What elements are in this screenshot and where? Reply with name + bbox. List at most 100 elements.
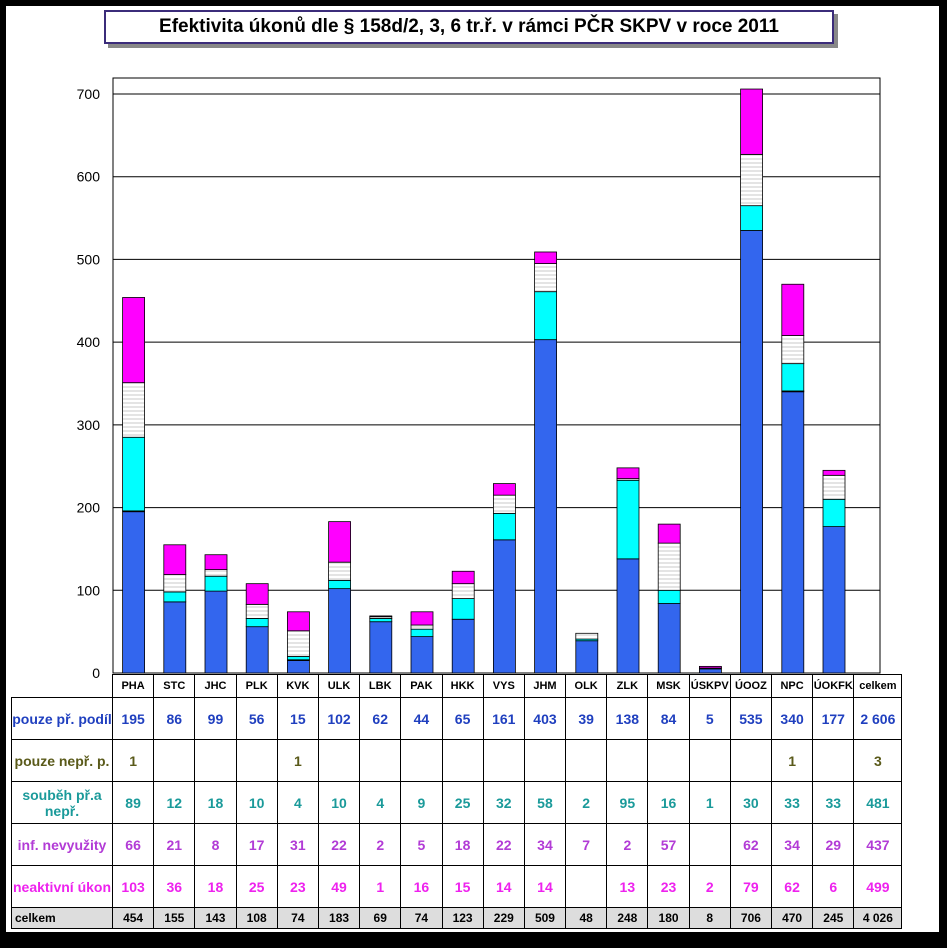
- table-value: 138: [606, 697, 649, 740]
- table-value: 25: [441, 781, 484, 824]
- category-label: JHC: [194, 674, 237, 698]
- table-value: 13: [606, 865, 649, 908]
- category-label: PHA: [111, 674, 155, 698]
- table-value: 16: [400, 865, 443, 908]
- table-row-total: 2 606: [853, 697, 903, 740]
- table-value: 34: [770, 823, 814, 866]
- bar-segment-JHM-series-4: [534, 251, 557, 264]
- table-value: 2: [565, 781, 608, 824]
- category-label: MSK: [647, 674, 690, 698]
- bar-segment-VYS-series-3: [492, 494, 516, 514]
- bar-segment-PAK-series-2: [410, 628, 434, 638]
- bar-segment-PHA-series-3: [122, 382, 145, 438]
- y-tick-label: 0: [92, 665, 100, 680]
- category-label: PAK: [400, 674, 443, 698]
- bar-segment-HKK-series-3: [451, 583, 475, 599]
- bar-segment-NPC-series-2: [781, 363, 805, 392]
- totals-value: 69: [359, 907, 402, 929]
- bar-segment-PLK-series-3: [245, 603, 269, 619]
- table-value: 29: [812, 823, 855, 866]
- category-label: STC: [153, 674, 196, 698]
- table-value: 95: [606, 781, 649, 824]
- category-label: OLK: [565, 674, 608, 698]
- table-row-total: 437: [853, 823, 903, 866]
- series-label: pouze př. podíl: [11, 697, 113, 740]
- bar-segment-ZLK-series-4: [616, 467, 640, 480]
- table-value: 18: [441, 823, 484, 866]
- bar-segment-ÚSKPV-series-4: [699, 665, 722, 669]
- table-value: 58: [523, 781, 567, 824]
- bar-segment-HKK-series-4: [451, 570, 475, 585]
- bar-segment-ÚOKFK-series-3: [822, 474, 846, 500]
- totals-value: 245: [812, 907, 855, 929]
- table-value: 62: [359, 697, 402, 740]
- totals-value: 108: [235, 907, 278, 929]
- y-tick-label: 600: [77, 169, 101, 185]
- table-value: 10: [317, 781, 361, 824]
- table-value: [688, 739, 731, 782]
- bar-segment-LBK-series-2: [369, 618, 393, 623]
- table-value: 103: [111, 865, 155, 908]
- totals-value: 74: [400, 907, 443, 929]
- totals-value: 229: [482, 907, 525, 929]
- table-value: 177: [812, 697, 855, 740]
- bar-segment-KVK-series-3: [286, 630, 310, 657]
- bar-segment-PAK-series-3: [410, 624, 434, 630]
- table-value: 12: [153, 781, 196, 824]
- table-value: [565, 865, 608, 908]
- category-label: ÚSKPV: [688, 674, 731, 698]
- table-value: 14: [482, 865, 525, 908]
- bar-segment-ÚOOZ-series-3: [740, 153, 763, 207]
- category-label: JHM: [523, 674, 567, 698]
- bar-segment-LBK-series-0: [369, 621, 393, 674]
- bar-segment-JHC-series-2: [204, 575, 228, 592]
- table-value: [647, 739, 690, 782]
- table-value: 23: [647, 865, 690, 908]
- bar-segment-VYS-series-2: [492, 512, 516, 541]
- table-row-total: 499: [853, 865, 903, 908]
- totals-value: 183: [317, 907, 361, 929]
- bar-segment-MSK-series-0: [657, 603, 681, 674]
- table-value: [482, 739, 525, 782]
- table-value: 44: [400, 697, 443, 740]
- table-value: 32: [482, 781, 525, 824]
- table-value: 79: [729, 865, 773, 908]
- table-value: 102: [317, 697, 361, 740]
- table-value: 2: [688, 865, 731, 908]
- stacked-bar-chart: 0 100 200 300 400 500 600 700: [77, 77, 881, 680]
- table-value: 18: [194, 865, 237, 908]
- table-value: [565, 739, 608, 782]
- grand-total: 4 026: [853, 907, 903, 929]
- table-value: 4: [359, 781, 402, 824]
- totals-value: 180: [647, 907, 690, 929]
- table-value: 62: [770, 865, 814, 908]
- totals-value: 143: [194, 907, 237, 929]
- table-value: 56: [235, 697, 278, 740]
- bar-segment-MSK-series-3: [657, 542, 681, 591]
- table-value: 39: [565, 697, 608, 740]
- totals-value: 454: [111, 907, 155, 929]
- table-value: 33: [770, 781, 814, 824]
- table-value: 33: [812, 781, 855, 824]
- table-value: 31: [276, 823, 319, 866]
- y-tick-label: 500: [77, 251, 101, 267]
- totals-value: 8: [688, 907, 731, 929]
- bar-segment-PHA-series-4: [122, 297, 145, 384]
- bar-segment-MSK-series-2: [657, 589, 681, 604]
- bar-segment-VYS-series-0: [492, 539, 516, 674]
- bar-segment-ULK-series-4: [328, 521, 352, 563]
- bar-segment-JHM-series-3: [534, 263, 557, 293]
- totals-value: 706: [729, 907, 773, 929]
- series-label: souběh př.a nepř.: [11, 781, 113, 824]
- bar-segment-JHC-series-0: [204, 590, 228, 674]
- table-value: 84: [647, 697, 690, 740]
- bar-segment-PAK-series-0: [410, 636, 434, 674]
- category-label: HKK: [441, 674, 484, 698]
- table-value: 30: [729, 781, 773, 824]
- table-value: [235, 739, 278, 782]
- totals-value: 155: [153, 907, 196, 929]
- bar-segment-ÚOOZ-series-4: [740, 88, 763, 155]
- chart-title: Efektivita úkonů dle § 158d/2, 3, 6 tr.ř…: [159, 16, 779, 37]
- totals-value: 248: [606, 907, 649, 929]
- table-value: 34: [523, 823, 567, 866]
